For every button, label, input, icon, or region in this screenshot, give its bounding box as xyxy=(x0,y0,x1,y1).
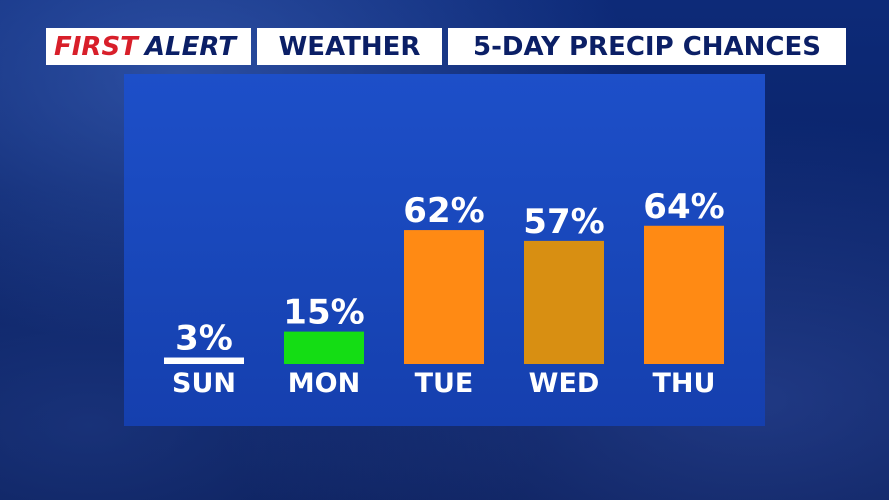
value-label-tue: 62% xyxy=(403,191,484,231)
bar-thu xyxy=(644,225,724,364)
precip-chart: 3% SUN 15% MON 62% TUE 57% WED 64% THU xyxy=(164,187,725,399)
chart-panel: 3% SUN 15% MON 62% TUE 57% WED 64% THU xyxy=(124,74,765,426)
category-label-tue: TUE xyxy=(415,368,474,399)
bar-sun xyxy=(164,357,244,364)
category-label-thu: THU xyxy=(653,368,716,399)
page-title: 5-DAY PRECIP CHANCES xyxy=(448,28,846,65)
brand-logo: FIRST ALERT xyxy=(46,28,251,65)
bar-wed xyxy=(524,240,604,364)
category-label-mon: MON xyxy=(288,368,360,399)
value-label-mon: 15% xyxy=(283,293,364,333)
brand-alert-text: ALERT xyxy=(144,31,236,62)
value-label-sun: 3% xyxy=(175,319,233,359)
category-label-sun: SUN xyxy=(172,368,236,399)
value-label-wed: 57% xyxy=(523,202,604,242)
value-label-thu: 64% xyxy=(643,187,724,227)
header-bar: FIRST ALERT WEATHER 5-DAY PRECIP CHANCES xyxy=(46,28,846,65)
category-label-wed: WED xyxy=(529,368,600,399)
brand-first-text: FIRST xyxy=(54,31,138,62)
bar-mon xyxy=(284,331,364,364)
section-title: WEATHER xyxy=(257,28,442,65)
bar-tue xyxy=(404,230,484,364)
